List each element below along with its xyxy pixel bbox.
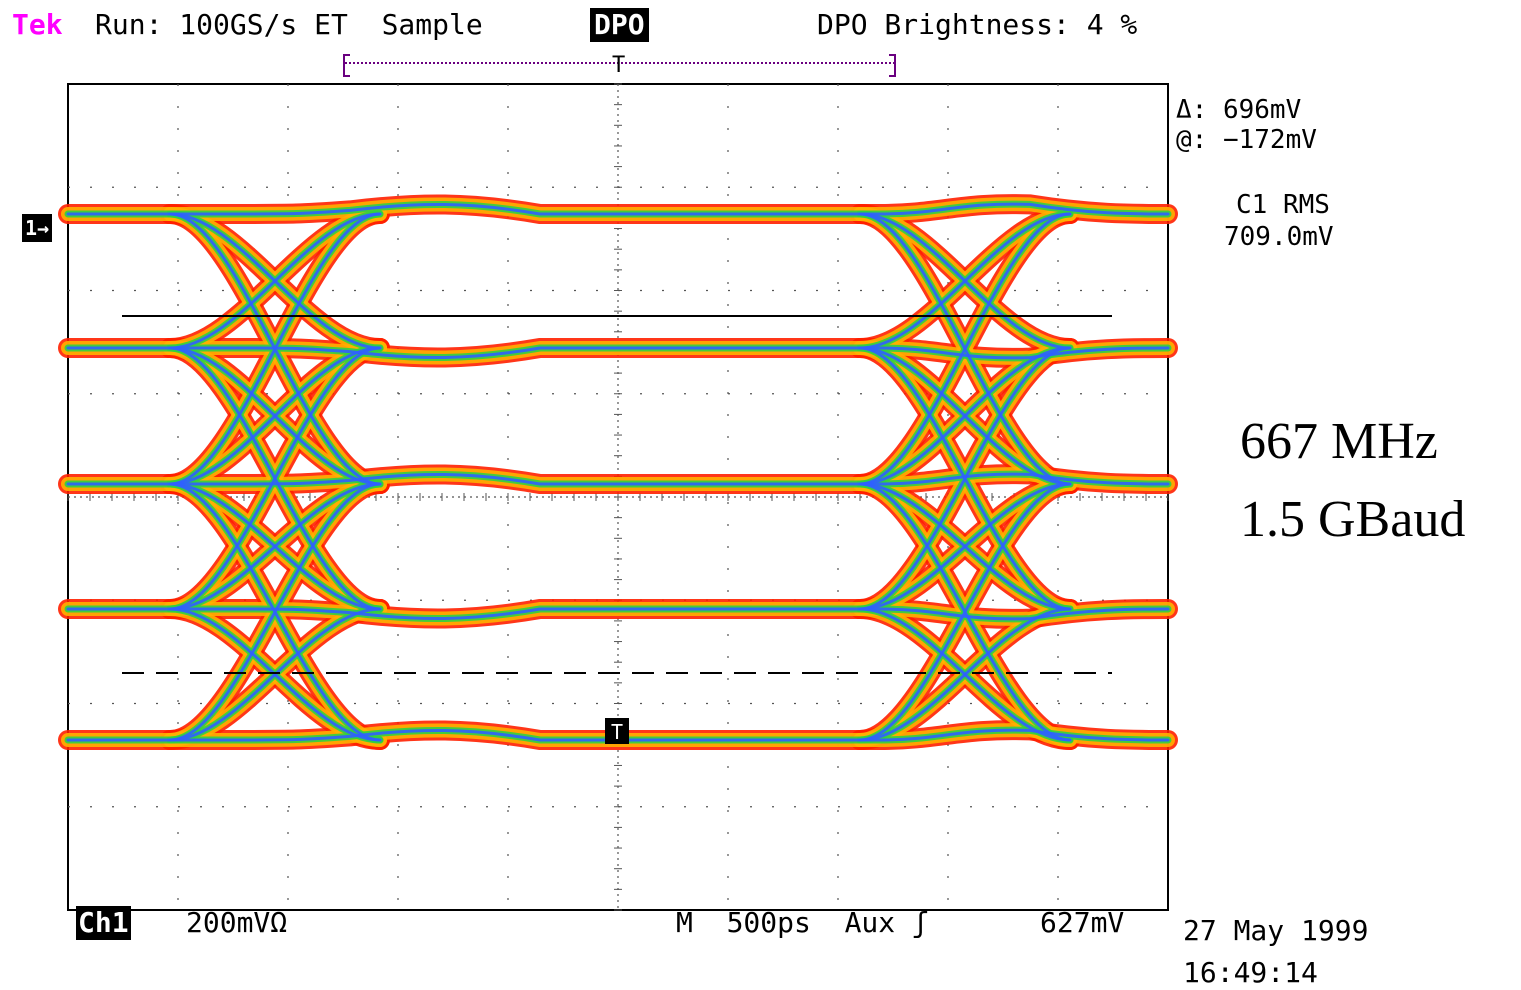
eye-trace [858, 482, 1072, 742]
trigger-level-t: T [611, 720, 623, 744]
cursor-position-readout: @: −172mV [1176, 125, 1317, 155]
eye-trace [66, 607, 1170, 621]
eye-trace [66, 472, 1170, 486]
channel-badge: Ch1 [76, 906, 131, 940]
brand-logo: Tek [12, 8, 63, 41]
eye-trace [66, 202, 1170, 216]
trigger-position-icon: T [612, 53, 625, 78]
frequency-annotation: 667 MHz [1240, 413, 1438, 470]
eye-trace [66, 346, 1170, 360]
trigger-level-icon: T [605, 718, 629, 744]
dpo-brightness: DPO Brightness: 4 % [817, 8, 1138, 41]
cursor-delta-readout: Δ: 696mV [1176, 95, 1302, 125]
eye-trace [168, 607, 382, 742]
record-bracket [343, 54, 896, 77]
channel1-ground-marker: 1→ [22, 214, 53, 242]
eye-trace [858, 212, 1072, 486]
capture-time: 16:49:14 [1183, 956, 1318, 989]
eye-trace [858, 346, 1072, 611]
trigger-level-readout: 627mV [1040, 906, 1125, 939]
dpo-mode-badge: DPO [590, 8, 649, 42]
eye-trace [858, 607, 1072, 742]
eye-trace [168, 346, 382, 486]
run-status: Run: 100GS/s ET Sample [95, 8, 483, 41]
eye-trace [168, 482, 382, 742]
eye-trace [168, 212, 382, 350]
eye-trace [66, 728, 1170, 742]
eye-traces [58, 194, 1178, 750]
rms-measurement-label: C1 RMS [1236, 190, 1330, 220]
capture-date: 27 May 1999 [1183, 914, 1369, 947]
eye-trace [858, 482, 1072, 611]
eye-trace [858, 212, 1072, 350]
eye-trace [168, 212, 382, 486]
eye-trace [858, 346, 1072, 486]
trigger-position-t: T [612, 53, 625, 78]
volts-per-div: 200mVΩ [186, 906, 288, 939]
timebase-readout: M 500ps Aux ʃ [676, 906, 929, 939]
baud-rate-annotation: 1.5 GBaud [1240, 491, 1466, 548]
rms-measurement-value: 709.0mV [1224, 222, 1334, 252]
eye-trace [168, 346, 382, 611]
eye-trace [168, 482, 382, 611]
